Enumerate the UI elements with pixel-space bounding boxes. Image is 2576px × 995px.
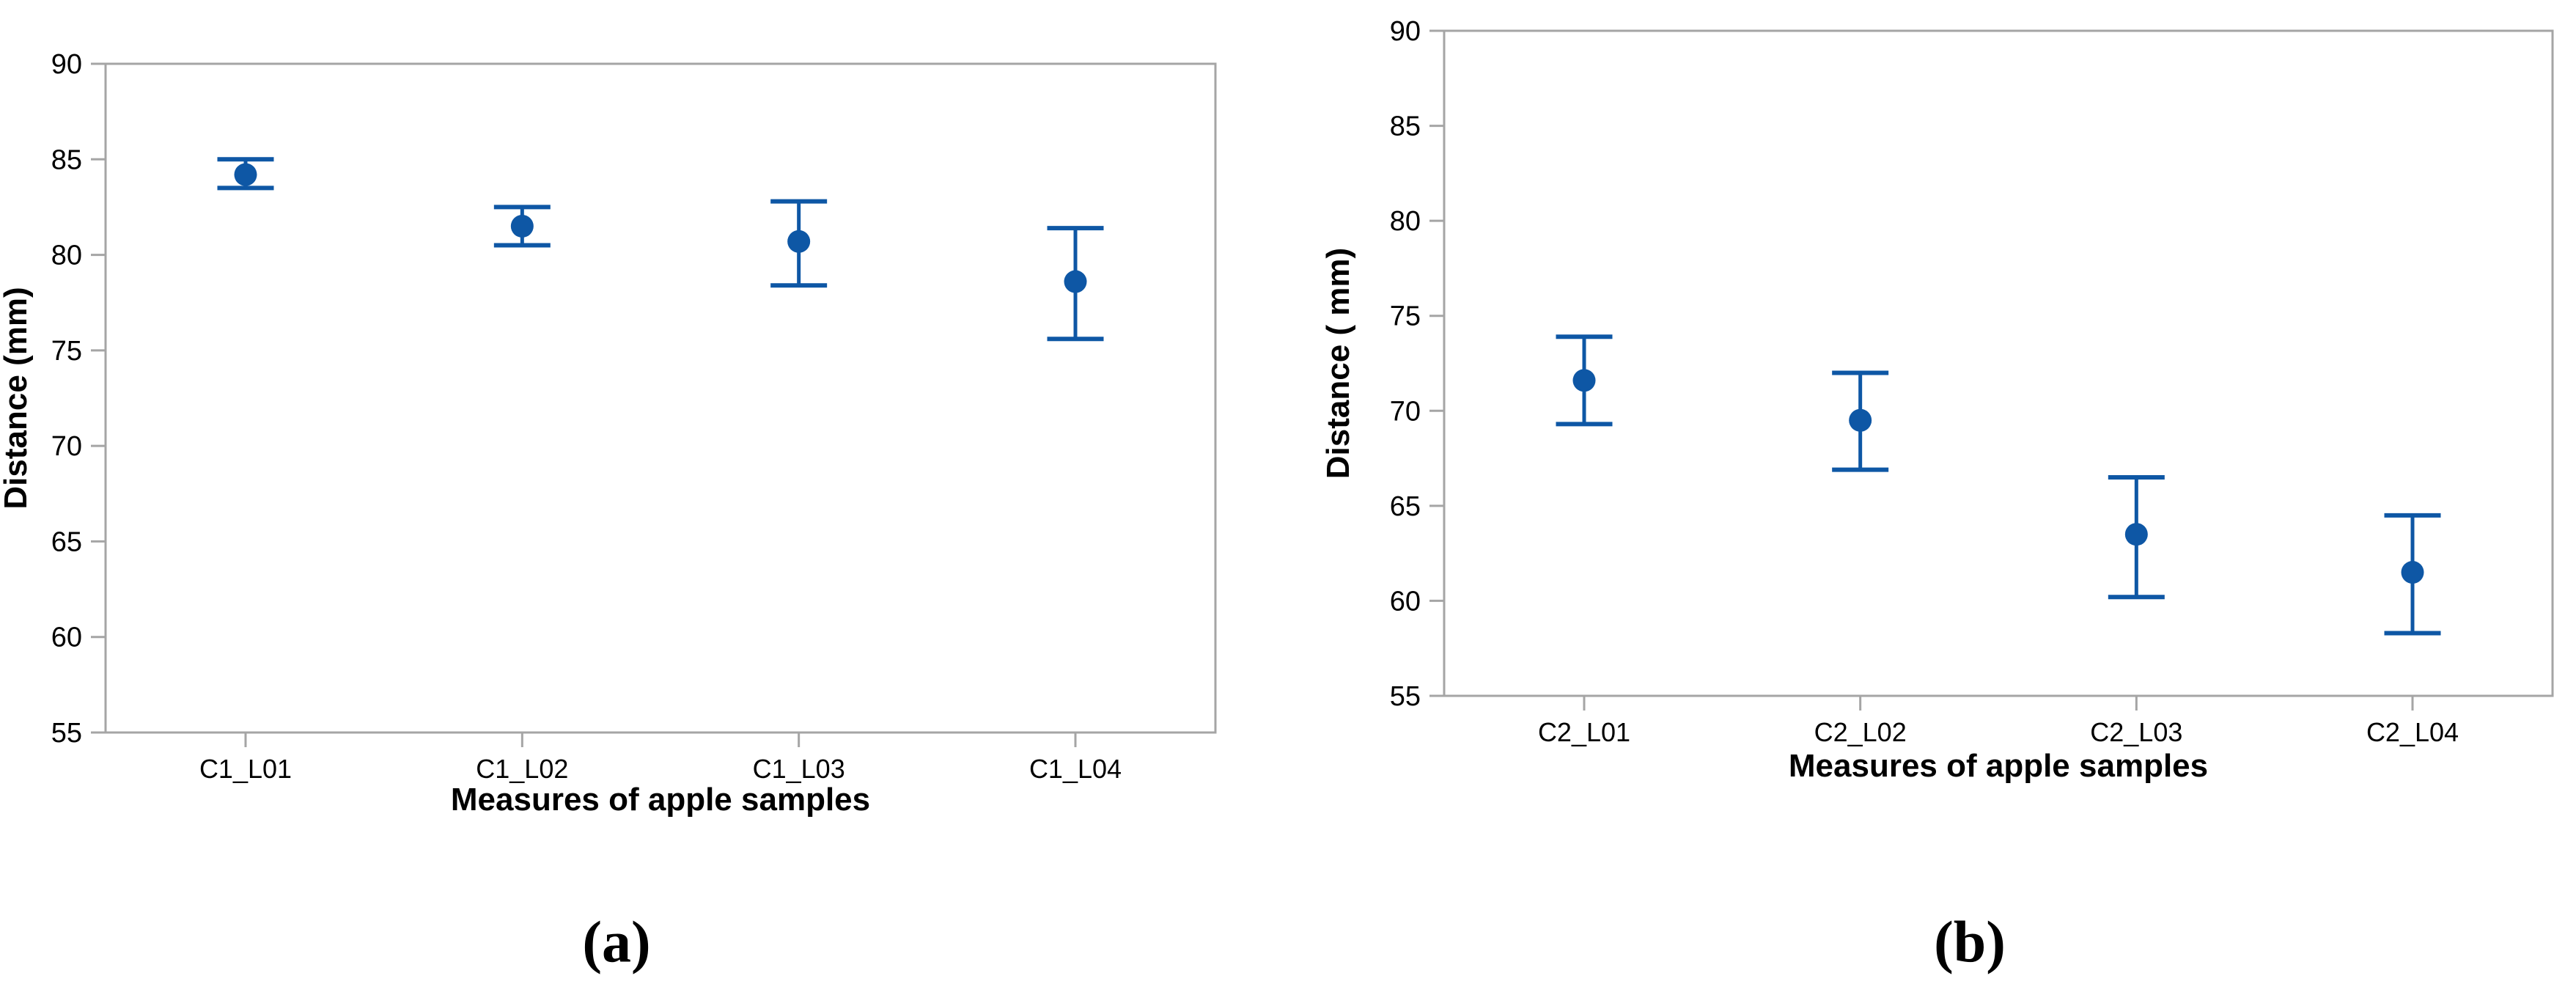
mean-marker <box>1572 369 1596 392</box>
x-tick-label: C2_L01 <box>1538 717 1630 747</box>
y-tick-label: 75 <box>1390 301 1421 332</box>
interval-C2_L02 <box>1832 370 1889 472</box>
x-tick-label: C2_L03 <box>2090 717 2182 747</box>
x-axis-title: Measures of apple samples <box>1789 748 2208 784</box>
y-tick-label: 80 <box>51 241 82 271</box>
panel-b: 55 60 65 70 75 80 85 90 C2_L01 C2_L02 C2_L03 C2_L04… <box>1320 16 2554 784</box>
mean-marker <box>510 214 534 238</box>
interval-C2_L03 <box>2108 474 2165 600</box>
panel-a-caption: (a) <box>582 910 651 975</box>
y-tick-label: 70 <box>1390 396 1421 427</box>
x-tick-label: C1_L04 <box>1029 754 1122 784</box>
interval-C2_L04 <box>2384 513 2441 636</box>
y-tick-label: 90 <box>51 49 82 80</box>
x-tick-label: C2_L02 <box>1814 717 1907 747</box>
mean-marker <box>787 230 811 253</box>
mean-marker <box>2401 561 2424 584</box>
mean-marker <box>234 163 257 186</box>
y-tick-label: 55 <box>51 718 82 749</box>
y-axis-title: Distance (mm) <box>0 287 34 509</box>
y-tick-label: 85 <box>51 144 82 175</box>
y-tick-label: 70 <box>51 431 82 462</box>
y-tick-label: 80 <box>1390 206 1421 237</box>
y-tick-label: 75 <box>51 336 82 367</box>
y-tick-label: 90 <box>1390 16 1421 47</box>
mean-marker <box>2124 523 2148 546</box>
y-tick-label: 60 <box>51 623 82 653</box>
interval-C1_L04 <box>1047 226 1104 342</box>
y-axis-title: Distance ( mm) <box>1320 248 1356 479</box>
interval-C1_L02 <box>493 205 551 248</box>
y-tick-label: 55 <box>1390 681 1421 712</box>
interval-C2_L01 <box>1556 334 1613 427</box>
interval-C1_L01 <box>217 157 274 191</box>
mean-marker <box>1064 270 1087 293</box>
y-tick-label: 65 <box>51 526 82 557</box>
y-tick-label: 85 <box>1390 111 1421 142</box>
panel-a: 55 60 65 70 75 80 85 90 C1_L01 C1_L02 C1_L03 C1_L04… <box>0 49 1217 818</box>
x-tick-label: C1_L03 <box>753 754 845 784</box>
mean-marker <box>1849 408 1872 432</box>
x-tick-label: C2_L04 <box>2366 717 2459 747</box>
interval-C1_L03 <box>770 199 828 288</box>
x-axis-title: Measures of apple samples <box>451 782 870 818</box>
panel-b-caption: (b) <box>1934 910 2006 975</box>
plot-frame <box>104 62 1217 734</box>
y-tick-label: 60 <box>1390 586 1421 617</box>
y-tick-label: 65 <box>1390 491 1421 522</box>
x-tick-label: C1_L01 <box>199 754 292 784</box>
x-tick-label: C1_L02 <box>476 754 568 784</box>
plot-frame <box>1443 29 2554 697</box>
